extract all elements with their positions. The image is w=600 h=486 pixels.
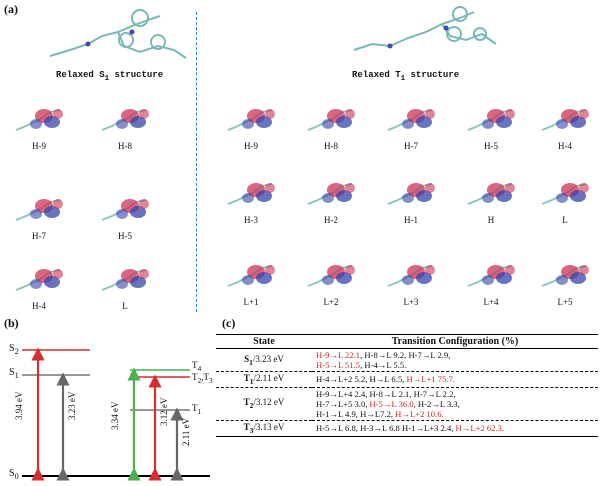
orbital-item: H-8 bbox=[306, 102, 358, 151]
orbital-item: H-7 bbox=[386, 102, 438, 151]
orbital-item: L+1 bbox=[226, 258, 278, 307]
orbital-item: H-9 bbox=[226, 102, 278, 151]
panel-a-label: (a) bbox=[4, 2, 18, 16]
orbital-density-image bbox=[14, 192, 66, 231]
orbital-item: H-1 bbox=[386, 176, 438, 225]
orbital-label: L+3 bbox=[403, 297, 419, 307]
orbital-item: H-5 bbox=[100, 192, 152, 241]
energy-t23: 3.12 eV bbox=[159, 397, 169, 427]
orbital-label: H-1 bbox=[404, 215, 418, 225]
orbital-label: H-7 bbox=[32, 231, 46, 241]
orbital-label: L+4 bbox=[483, 297, 499, 307]
orbital-density-image bbox=[226, 102, 278, 141]
transition-table: State Transition Configuration (%) S1/3.… bbox=[216, 334, 598, 437]
orbital-density-image bbox=[14, 102, 66, 141]
orbital-label: H-8 bbox=[118, 141, 132, 151]
orbital-density-image bbox=[540, 176, 592, 215]
s1-label: S1 bbox=[9, 367, 19, 380]
header-config: Transition Configuration (%) bbox=[312, 334, 598, 349]
orbital-density-image bbox=[386, 258, 438, 297]
orbital-density-image bbox=[100, 262, 152, 301]
orbital-item: H-3 bbox=[226, 176, 278, 225]
orbital-item: H-2 bbox=[306, 176, 358, 225]
orbital-density-image bbox=[466, 176, 518, 215]
orbital-label: H-4 bbox=[558, 141, 572, 151]
orbital-item: H-5 bbox=[466, 102, 518, 151]
s1-structure-title: Relaxed S1 structure bbox=[56, 70, 164, 83]
s0-label: S0 bbox=[9, 468, 19, 481]
s1-molecule-structure bbox=[49, 9, 187, 59]
orbital-item: H bbox=[466, 176, 518, 225]
orbital-item: L+3 bbox=[386, 258, 438, 307]
orbital-density-image bbox=[226, 176, 278, 215]
orbital-label: L bbox=[122, 301, 128, 311]
orbital-label: L+1 bbox=[243, 297, 259, 307]
orbital-density-image bbox=[466, 258, 518, 297]
orbital-density-image bbox=[466, 102, 518, 141]
t1-molecule-structure bbox=[353, 6, 497, 51]
orbital-label: H-5 bbox=[118, 231, 132, 241]
energy-t1: 2.11 eV bbox=[181, 417, 191, 446]
panel-c-label: (c) bbox=[222, 316, 236, 330]
orbital-density-image bbox=[14, 262, 66, 301]
orbital-item: L+4 bbox=[466, 258, 518, 307]
orbital-item: L bbox=[540, 176, 592, 225]
orbital-item: L+2 bbox=[306, 258, 358, 307]
orbital-density-image bbox=[306, 176, 358, 215]
orbital-label: H-8 bbox=[324, 141, 338, 151]
t23-label: T2,T3 bbox=[192, 372, 213, 385]
orbital-density-image bbox=[306, 258, 358, 297]
orbital-item: H-4 bbox=[14, 262, 66, 311]
panel-b-label: (b) bbox=[4, 316, 19, 330]
orbital-label: L+2 bbox=[323, 297, 339, 307]
orbital-label: H-3 bbox=[244, 215, 258, 225]
table-row: S1/3.23 eV H-9→L 22.1, H-8→L 9.2, H-7→L … bbox=[244, 350, 451, 370]
orbital-density-image bbox=[540, 102, 592, 141]
table-row: T1/2.11 eV H-4→L+2 5.2, H→L 6.5, H→L+1 7… bbox=[216, 371, 598, 388]
orbital-density-image bbox=[306, 102, 358, 141]
s2-label: S2 bbox=[9, 343, 19, 356]
panel-a-divider bbox=[196, 12, 197, 312]
orbital-item: H-7 bbox=[14, 192, 66, 241]
orbital-item: H-9 bbox=[14, 102, 66, 151]
table-row: T3/3.13 eV H-5→L 6.8, H-3→L 6.8 H-1→L+3 … bbox=[216, 420, 598, 437]
t4-label: T4 bbox=[192, 360, 202, 373]
orbital-label: H-9 bbox=[244, 141, 258, 151]
orbital-density-image bbox=[100, 102, 152, 141]
orbital-label: H-7 bbox=[404, 141, 418, 151]
orbital-density-image bbox=[540, 258, 592, 297]
energy-s2: 3.94 eV bbox=[14, 391, 24, 421]
header-state: State bbox=[216, 334, 312, 349]
orbital-item: H-4 bbox=[540, 102, 592, 151]
energy-t4: 3.34 eV bbox=[110, 401, 120, 431]
orbital-density-image bbox=[386, 102, 438, 141]
orbital-label: H-9 bbox=[32, 141, 46, 151]
orbital-item: H-8 bbox=[100, 102, 152, 151]
orbital-label: L bbox=[562, 215, 568, 225]
energy-level-diagram bbox=[22, 347, 210, 481]
orbital-density-image bbox=[386, 176, 438, 215]
orbital-label: H-2 bbox=[324, 215, 338, 225]
orbital-item: L bbox=[100, 262, 152, 311]
orbital-density-image bbox=[226, 258, 278, 297]
orbital-density-image bbox=[100, 192, 152, 231]
orbital-item: L+5 bbox=[540, 258, 592, 307]
t1-label: T1 bbox=[192, 403, 202, 416]
orbital-label: H-4 bbox=[32, 301, 46, 311]
orbital-label: H bbox=[487, 215, 495, 225]
energy-s1: 3.23 eV bbox=[67, 391, 77, 421]
t1-structure-title: Relaxed T1 structure bbox=[352, 70, 460, 83]
orbital-label: L+5 bbox=[557, 297, 573, 307]
table-row: T2/3.12 eV H-9→L+4 2.4, H-8→L 2.1, H-7→L… bbox=[216, 387, 598, 420]
orbital-label: H-5 bbox=[484, 141, 498, 151]
